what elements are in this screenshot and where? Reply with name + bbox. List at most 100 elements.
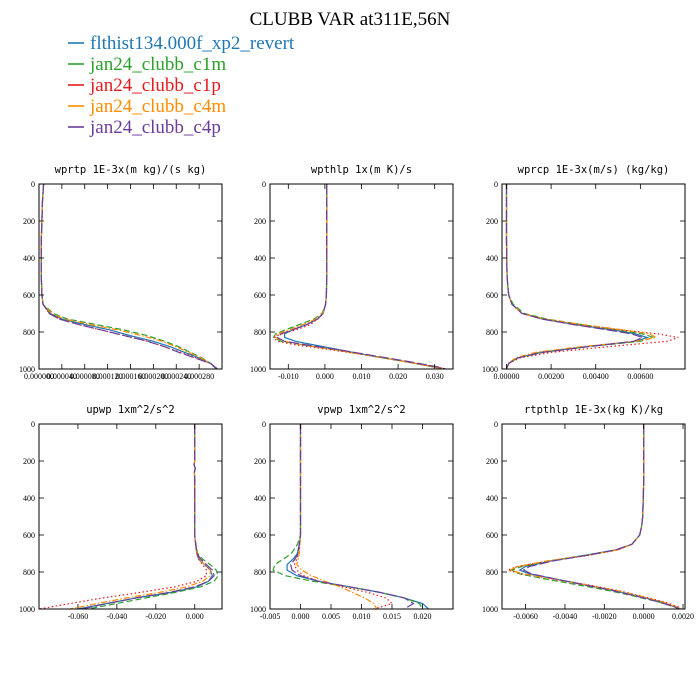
legend-entry: jan24_clubb_c4m [68, 96, 226, 117]
legend-label: jan24_clubb_c4m [89, 96, 226, 117]
x-tick-label: 0.000160 [116, 372, 146, 381]
y-tick-label: 400 [486, 254, 498, 263]
series-line [40, 184, 218, 369]
chart-panel: vpwp 1xm^2/s^2 0 200 400 600 800 1000-0.005 0.0… [250, 404, 454, 621]
x-tick-label: -0.040 [107, 612, 128, 621]
x-tick-label: 0.015 [383, 612, 401, 621]
series-group [272, 184, 446, 369]
series-line [508, 424, 682, 609]
series-group [505, 184, 679, 369]
y-tick-label: 800 [254, 568, 266, 577]
legend-label: jan24_clubb_c1p [89, 75, 221, 96]
series-group [39, 424, 219, 609]
panel-title: upwp 1xm^2/s^2 [86, 404, 175, 416]
panel-title: vpwp 1xm^2/s^2 [317, 404, 406, 416]
series-line [272, 184, 446, 369]
y-tick-label: 800 [486, 568, 498, 577]
y-tick-label: 0 [31, 180, 35, 189]
y-tick-label: 600 [23, 531, 35, 540]
legend-entry: jan24_clubb_c1m [68, 54, 226, 75]
series-line [505, 184, 650, 369]
x-tick-label: 0.010 [353, 612, 371, 621]
panel-title: wprcp 1E-3x(m/s) (kg/kg) [518, 164, 670, 176]
series-line [274, 184, 443, 369]
x-tick-label: 0.030 [426, 372, 444, 381]
y-tick-label: 800 [23, 568, 35, 577]
plot-frame [269, 423, 454, 610]
y-tick-label: 400 [23, 494, 35, 503]
legend-entry: flthist134.000f_xp2_revert [68, 33, 295, 54]
series-group [505, 424, 682, 609]
x-tick-label: 0.000000 [24, 372, 54, 381]
plot-frame [38, 183, 223, 370]
series-line [81, 424, 215, 609]
y-tick-label: 400 [254, 254, 266, 263]
series-group [40, 184, 218, 369]
series-line [510, 424, 682, 609]
x-tick-label: 0.000 [292, 612, 310, 621]
chart-panel: upwp 1xm^2/s^2 0 200 400 600 800 1000 -0.060 -0.… [19, 404, 223, 621]
y-tick-label: 600 [254, 531, 266, 540]
y-tick-label: 200 [23, 217, 35, 226]
x-tick-label: -0.060 [68, 612, 89, 621]
legend-label: jan24_clubb_c4p [89, 117, 221, 138]
y-tick-label: 800 [254, 328, 266, 337]
series-line [518, 424, 680, 609]
y-tick-label: 600 [23, 291, 35, 300]
x-tick-label: -0.010 [278, 372, 299, 381]
y-tick-label: 400 [254, 494, 266, 503]
y-tick-label: 1000 [482, 365, 498, 374]
y-tick-label: 600 [486, 291, 498, 300]
x-tick-label: 0.000080 [70, 372, 100, 381]
series-line [40, 184, 218, 369]
y-tick-label: 0 [31, 420, 35, 429]
series-line [284, 184, 443, 369]
chart-panel: wpthlp 1x(m K)/s 0 200 400 600 800 1000 -0.010 0… [250, 164, 454, 381]
series-line [40, 184, 217, 369]
x-tick-label: 0.000240 [161, 372, 191, 381]
series-line [505, 184, 679, 369]
plot-frame [38, 423, 223, 610]
x-tick-label: 0.0020 [672, 612, 694, 621]
legend: flthist134.000f_xp2_revert jan24_clubb_c… [68, 33, 295, 138]
legend-label: flthist134.000f_xp2_revert [90, 33, 295, 54]
y-tick-label: 400 [486, 494, 498, 503]
x-tick-label: 0.000 [316, 372, 334, 381]
y-tick-label: 200 [254, 457, 266, 466]
y-tick-label: 200 [23, 457, 35, 466]
legend-label: jan24_clubb_c1m [89, 54, 226, 75]
series-line [272, 184, 443, 369]
series-line [77, 424, 213, 609]
panel-title: rtpthlp 1E-3x(kg K)/kg [524, 404, 663, 416]
x-tick-label: 0.00400 [583, 372, 609, 381]
y-tick-label: 800 [486, 328, 498, 337]
x-tick-label: 0.010 [353, 372, 371, 381]
x-tick-label: 0.000 [186, 612, 204, 621]
y-tick-label: 200 [486, 457, 498, 466]
y-tick-label: 1000 [250, 605, 266, 614]
series-line [272, 424, 424, 609]
x-tick-label: 0.000200 [138, 372, 168, 381]
x-tick-label: -0.0020 [592, 612, 617, 621]
legend-entry: jan24_clubb_c4p [68, 117, 221, 138]
y-tick-label: 200 [254, 217, 266, 226]
series-line [276, 184, 446, 369]
panel-title: wpthlp 1x(m K)/s [311, 164, 412, 176]
series-line [296, 424, 378, 609]
panel-title: wprtp 1E-3x(m kg)/(s kg) [55, 164, 207, 176]
y-tick-label: 1000 [482, 605, 498, 614]
y-tick-label: 1000 [19, 365, 35, 374]
y-tick-label: 600 [254, 291, 266, 300]
series-line [39, 424, 207, 609]
y-tick-label: 0 [494, 180, 498, 189]
series-line [505, 184, 645, 369]
x-tick-label: 0.020 [414, 612, 432, 621]
series-line [505, 424, 682, 609]
x-tick-label: -0.020 [145, 612, 166, 621]
x-tick-label: 0.000120 [93, 372, 123, 381]
x-tick-label: -0.0040 [553, 612, 578, 621]
chart-panel: wprcp 1E-3x(m/s) (kg/kg) 0 200 400 600 800 100… [482, 164, 686, 381]
x-tick-label: 0.00000 [493, 372, 519, 381]
y-tick-label: 1000 [19, 605, 35, 614]
